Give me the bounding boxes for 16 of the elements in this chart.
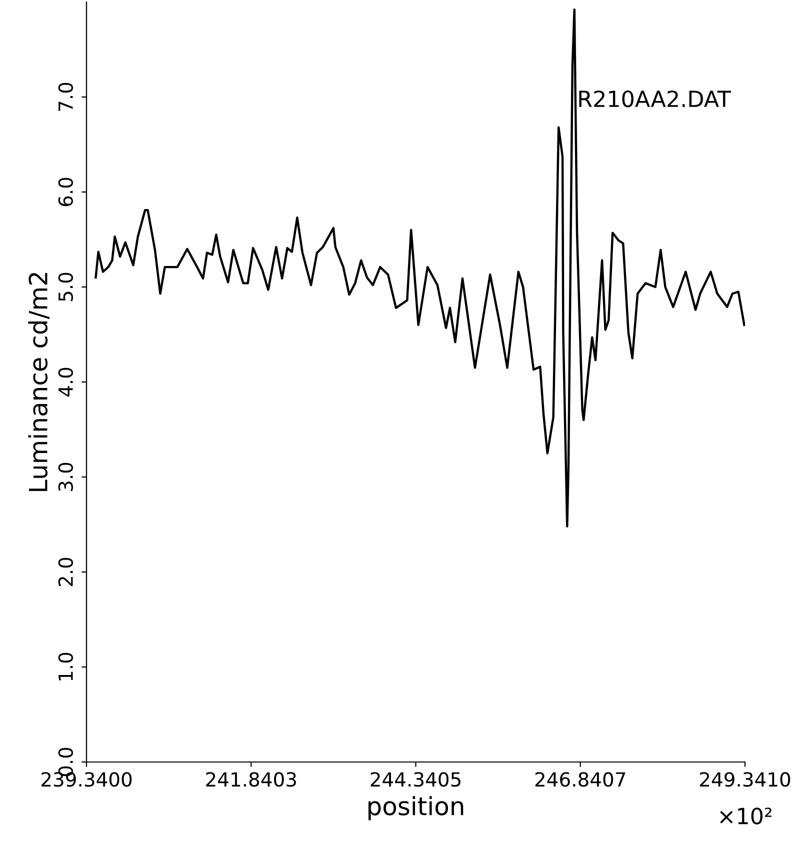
y-tick-label: 5.0: [58, 272, 74, 301]
y-tick-label: 3.0: [58, 462, 74, 491]
x-tick-label: 241.8403: [206, 772, 296, 787]
annotation: R210AA2.DAT: [579, 90, 731, 108]
x-axis-title: position: [368, 796, 464, 820]
y-tick-label: 2.0: [58, 558, 74, 586]
x-tick-label: 246.8407: [535, 772, 626, 787]
text: ×10²: [720, 808, 772, 824]
y-tick-label: 7.0: [58, 82, 74, 111]
y-tick-label: 4.0: [58, 368, 74, 397]
y-tick-label: 1.0: [58, 652, 74, 680]
x-tick-label: 249.3410: [700, 772, 790, 787]
y-axis-title: Luminance cd/m2: [28, 272, 50, 492]
y-tick-label: 6.0: [58, 178, 74, 206]
line-series: [94, 8, 745, 528]
x-tick-label: 244.3405: [370, 772, 460, 787]
